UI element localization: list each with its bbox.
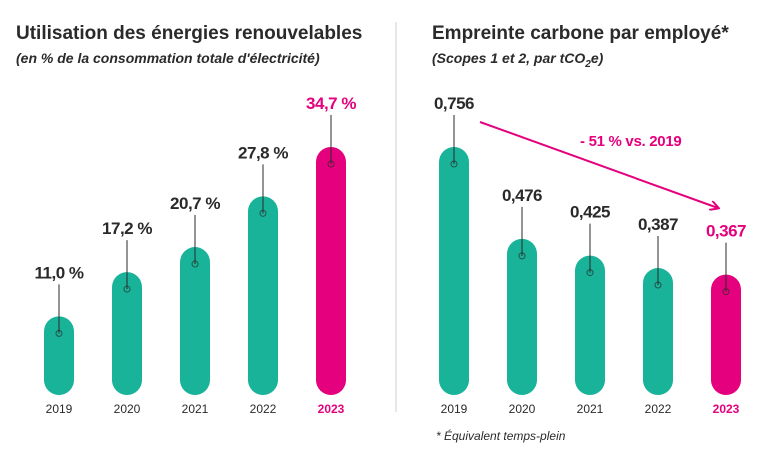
trend-arrow: [479, 121, 718, 208]
footnote: * Équivalent temps-plein: [436, 428, 566, 443]
left-value-label-2020: 17,2 %: [102, 219, 152, 238]
left-year-label-2021: 2021: [182, 402, 209, 416]
left-bar-2023: [316, 147, 346, 395]
right-subtitle-main: (Scopes 1 et 2, par tCO: [432, 50, 585, 66]
left-value-label-2021: 20,7 %: [170, 194, 220, 213]
left-year-label-2022: 2022: [250, 402, 277, 416]
right-bar-2019: [439, 147, 469, 395]
right-bar-2022: [643, 268, 673, 395]
left-year-label-2023: 2023: [318, 402, 345, 416]
left-value-label-2023: 34,7 %: [306, 94, 356, 113]
right-value-label-2021: 0,425: [570, 203, 610, 222]
left-value-label-2019: 11,0 %: [35, 263, 84, 282]
left-dot-2019: [55, 329, 63, 337]
right-subtitle-subscript: 2: [584, 59, 591, 70]
left-dot-2023: [327, 160, 335, 168]
left-dot-2022: [259, 209, 267, 217]
right-chart-subtitle: (Scopes 1 et 2, par tCO2e): [432, 50, 604, 70]
left-bar-2022: [248, 196, 278, 395]
right-dot-2023: [722, 288, 730, 296]
right-bar-2021: [575, 255, 605, 395]
left-chart-title: Utilisation des énergies renouvelables: [16, 23, 362, 44]
left-dot-2020: [123, 285, 131, 293]
left-year-label-2019: 2019: [46, 402, 73, 416]
right-bar-2020: [507, 238, 537, 395]
left-chart-bars: 11,0 % 2019 17,2 % 2020 20,7 % 2021 27,8 % 2022…: [35, 94, 357, 416]
left-chart-subtitle: (en % de la consommation totale d'électr…: [16, 50, 320, 66]
right-value-label-2022: 0,387: [638, 215, 678, 234]
right-chart-title: Empreinte carbone par employé*: [432, 23, 729, 44]
right-value-label-2019: 0,756: [434, 94, 474, 113]
right-year-label-2020: 2020: [509, 402, 536, 416]
right-dot-2019: [450, 160, 458, 168]
right-year-label-2021: 2021: [577, 402, 604, 416]
right-value-label-2023: 0,367: [706, 222, 746, 241]
right-chart-bars: 0,756 2019 0,476 2020 0,425 2021 0,387 2022 0,36…: [434, 94, 747, 416]
trend-annotation: - 51 % vs. 2019: [580, 133, 681, 150]
right-year-label-2019: 2019: [441, 402, 468, 416]
left-dot-2021: [191, 260, 199, 268]
right-value-label-2020: 0,476: [502, 186, 542, 205]
right-subtitle-end: e): [591, 50, 604, 66]
left-value-label-2022: 27,8 %: [238, 143, 288, 162]
right-dot-2020: [518, 252, 526, 260]
right-year-label-2022: 2022: [645, 402, 672, 416]
right-dot-2021: [586, 269, 594, 277]
left-bar-2021: [180, 247, 210, 395]
right-year-label-2023: 2023: [713, 402, 740, 416]
right-bar-2023: [711, 274, 741, 395]
left-bar-2020: [112, 272, 142, 395]
right-dot-2022: [654, 281, 662, 289]
left-year-label-2020: 2020: [114, 402, 141, 416]
left-bar-2019: [44, 316, 74, 395]
